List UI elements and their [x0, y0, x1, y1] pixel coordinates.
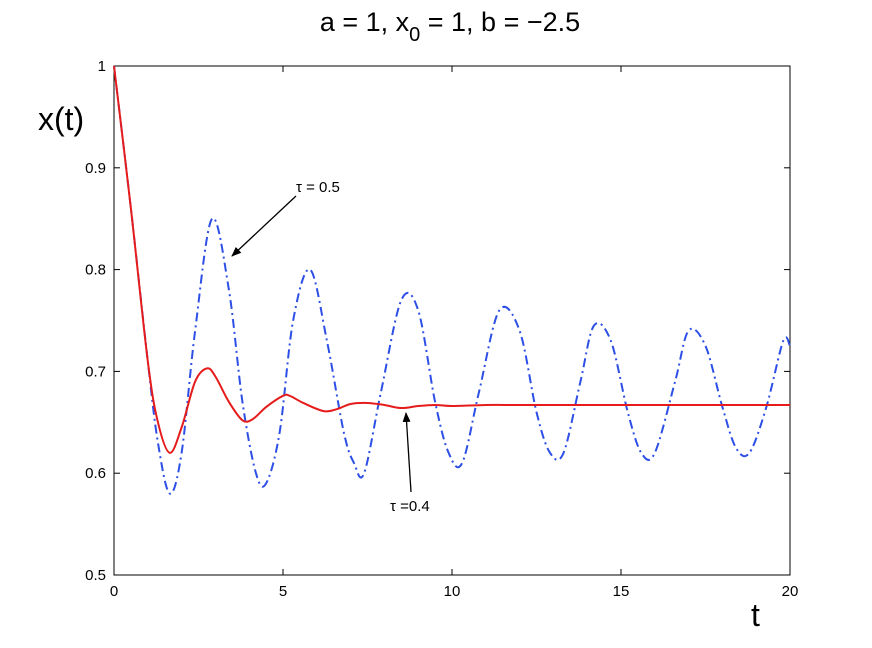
- series-layer: [113, 65, 791, 495]
- axis-tick-labels: 0 5 10 15 20 0.5 0.6 0.7 0.8 0.9 1: [85, 58, 798, 600]
- y-tick-label-0.5: 0.5: [85, 567, 106, 584]
- annotation-tau-0.5: τ = 0.5: [296, 179, 340, 196]
- y-tick-label-0.9: 0.9: [85, 160, 106, 177]
- chart-title: a = 1, x0 = 1, b = −2.5: [320, 7, 580, 46]
- annotation-arrow-tau-0.5: [231, 195, 297, 257]
- x-tick-label-0: 0: [110, 583, 118, 600]
- annotation-tau-0.4: τ =0.4: [390, 498, 430, 515]
- y-tick-label-0.8: 0.8: [85, 262, 106, 279]
- axis-ticks: [113, 65, 791, 576]
- annotation-arrow-tau-0.4: [402, 412, 412, 493]
- series-line-0: [113, 65, 791, 495]
- y-tick-label-0.6: 0.6: [85, 465, 106, 482]
- x-tick-label-15: 15: [613, 583, 630, 600]
- x-tick-label-20: 20: [782, 583, 799, 600]
- x-tick-label-10: 10: [444, 583, 461, 600]
- annotations: τ = 0.5 τ =0.4: [231, 179, 430, 515]
- x-axis-label: t: [751, 597, 760, 633]
- y-axis-label: x(t): [38, 101, 84, 137]
- plot-area: [113, 65, 791, 576]
- series-line-1: [113, 65, 790, 454]
- x-tick-label-5: 5: [279, 583, 287, 600]
- y-tick-label-1: 1: [98, 58, 106, 75]
- y-tick-label-0.7: 0.7: [85, 363, 106, 380]
